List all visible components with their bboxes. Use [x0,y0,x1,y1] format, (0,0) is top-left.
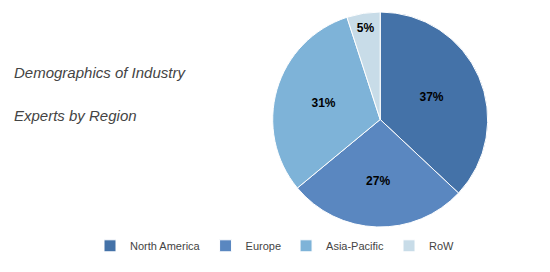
svg-text:North America: North America [130,240,201,252]
svg-text:Asia-Pacific: Asia-Pacific [326,240,384,252]
svg-text:27%: 27% [366,174,390,188]
svg-text:Experts by Region: Experts by Region [14,107,137,124]
svg-text:5%: 5% [357,21,375,35]
svg-text:Europe: Europe [246,240,281,252]
svg-text:37%: 37% [419,90,443,104]
svg-text:31%: 31% [312,96,336,110]
svg-text:Demographics of Industry: Demographics of Industry [14,64,186,81]
svg-text:RoW: RoW [429,240,454,252]
